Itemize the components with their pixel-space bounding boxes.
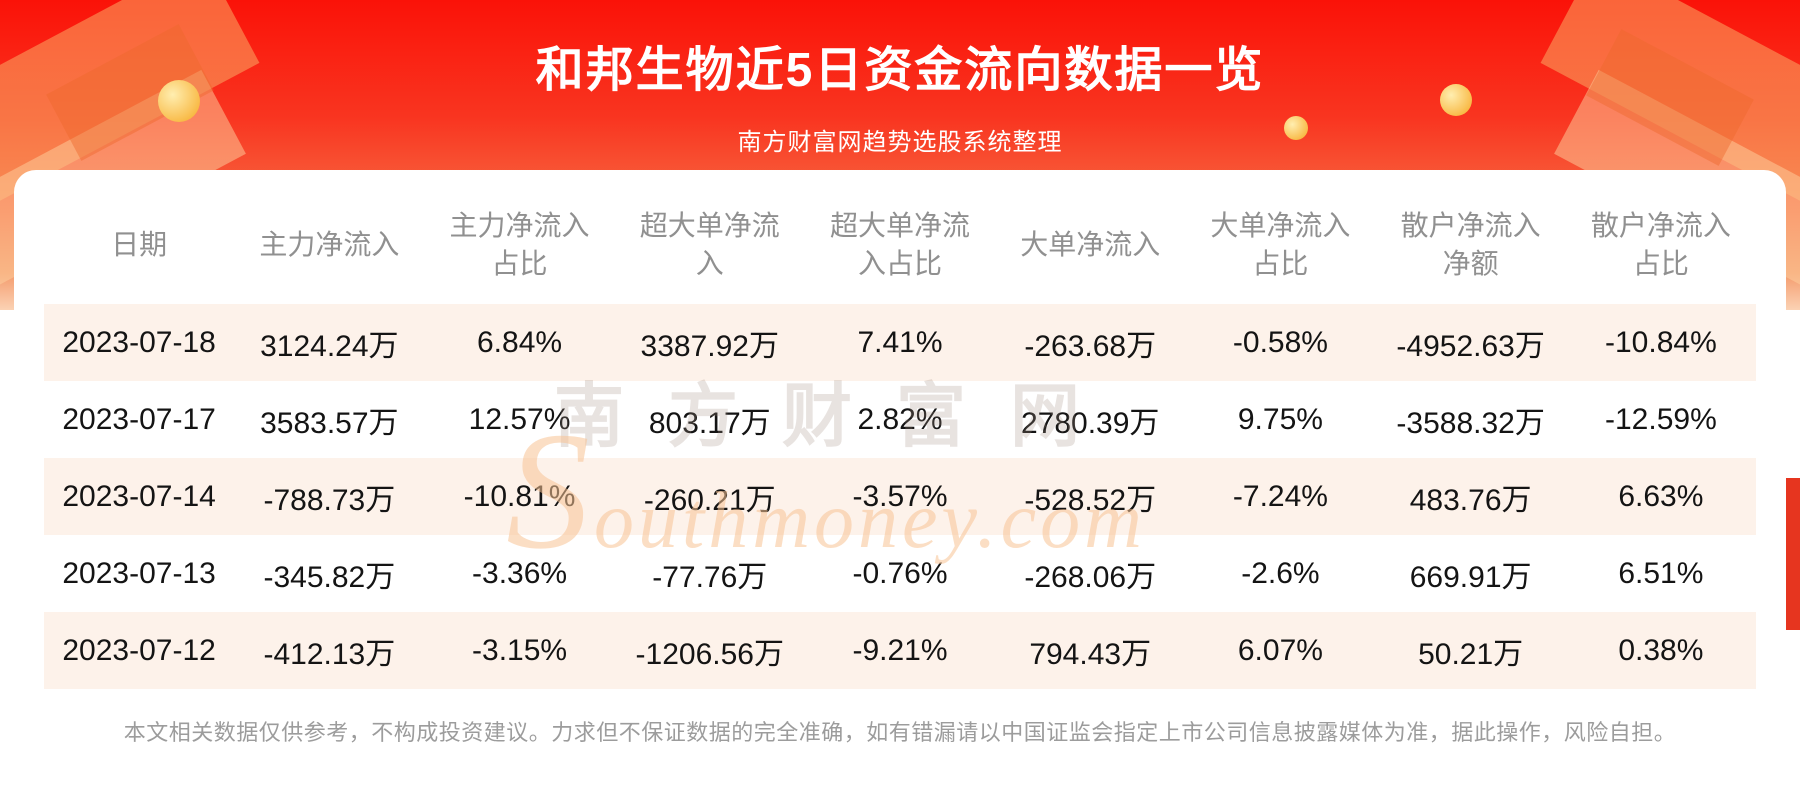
column-header: 散户净流入 净额 bbox=[1400, 210, 1541, 279]
column-header: 大单净流入 bbox=[1020, 229, 1161, 261]
table-row: 2023-07-13 -345.82万 -3.36% -77.76万 -0.76% -26… bbox=[44, 535, 1756, 612]
column-header: 主力净流入 占比 bbox=[449, 210, 590, 279]
table-cell: -3588.32万 bbox=[1396, 406, 1545, 440]
table-cell: -788.73万 bbox=[263, 483, 396, 517]
table-cell: 2.82% bbox=[857, 402, 943, 436]
table-cell: 50.21万 bbox=[1418, 637, 1524, 671]
table-row: 2023-07-14 -788.73万 -10.81% -260.21万 -3.57% -… bbox=[44, 458, 1756, 535]
column-header: 超大单净流 入 bbox=[639, 210, 780, 279]
table-cell: 12.57% bbox=[468, 402, 571, 436]
table-cell: 6.07% bbox=[1237, 633, 1323, 667]
table-cell: 9.75% bbox=[1237, 402, 1323, 436]
table-cell: -412.13万 bbox=[263, 637, 396, 671]
table-cell: 2023-07-13 bbox=[62, 556, 216, 590]
column-header: 日期 bbox=[111, 229, 168, 261]
table-cell: 6.63% bbox=[1618, 479, 1704, 513]
column-header: 散户净流入 占比 bbox=[1590, 210, 1731, 279]
table-cell: -10.81% bbox=[463, 479, 576, 513]
disclaimer-text: 本文相关数据仅供参考，不构成投资建议。力求但不保证数据的完全准确，如有错漏请以中… bbox=[123, 720, 1677, 745]
table-cell: 6.51% bbox=[1618, 556, 1704, 590]
table-cell: -260.21万 bbox=[643, 483, 776, 517]
side-ribbon-decoration bbox=[1786, 478, 1800, 630]
table-cell: -345.82万 bbox=[263, 560, 396, 594]
fund-flow-table: 日期 主力净流入 主力净流入 占比 超大单净流 入超大单净流 入占比 大单净流入 大单净流… bbox=[44, 186, 1756, 689]
table-row: 2023-07-18 3124.24万 6.84% 3387.92万 7.41% -263… bbox=[44, 304, 1756, 381]
table-cell: 483.76万 bbox=[1409, 483, 1532, 517]
table-cell: 3124.24万 bbox=[260, 329, 399, 363]
table-row: 2023-07-17 3583.57万 12.57% 803.17万 2.82% 2780… bbox=[44, 381, 1756, 458]
page-title: 和邦生物近5日资金流向数据一览 bbox=[535, 44, 1265, 97]
table-cell: 2023-07-14 bbox=[62, 479, 216, 513]
table-cell: -7.24% bbox=[1232, 479, 1328, 513]
table-cell: 2023-07-12 bbox=[62, 633, 216, 667]
table-cell: 2023-07-18 bbox=[62, 325, 216, 359]
table-row: 2023-07-12 -412.13万 -3.15% -1206.56万 -9.21% 7… bbox=[44, 612, 1756, 689]
gold-dot-decoration bbox=[1284, 116, 1308, 140]
table-cell: -268.06万 bbox=[1024, 560, 1157, 594]
table-cell: -9.21% bbox=[852, 633, 948, 667]
table-cell: 803.17万 bbox=[648, 406, 771, 440]
table-cell: -10.84% bbox=[1605, 325, 1717, 359]
table-cell: -528.52万 bbox=[1024, 483, 1157, 517]
table-cell: -3.57% bbox=[852, 479, 948, 513]
table-body: 2023-07-18 3124.24万 6.84% 3387.92万 7.41% -263… bbox=[44, 304, 1756, 689]
table-cell: -3.15% bbox=[472, 633, 568, 667]
table-cell: 7.41% bbox=[857, 325, 943, 359]
table-cell: -1206.56万 bbox=[635, 637, 784, 671]
table-cell: -3.36% bbox=[472, 556, 568, 590]
table-cell: 6.84% bbox=[477, 325, 563, 359]
table-cell: 3387.92万 bbox=[640, 329, 779, 363]
column-header: 超大单净流 入占比 bbox=[829, 210, 970, 279]
table-cell: -4952.63万 bbox=[1396, 329, 1545, 363]
table-cell: 669.91万 bbox=[1409, 560, 1532, 594]
table-cell: 3583.57万 bbox=[260, 406, 399, 440]
data-card: 日期 主力净流入 主力净流入 占比 超大单净流 入超大单净流 入占比 大单净流入 大单净流… bbox=[14, 170, 1786, 800]
page-subtitle: 南方财富网趋势选股系统整理 bbox=[737, 129, 1063, 156]
table-cell: 794.43万 bbox=[1029, 637, 1152, 671]
header-row: 日期 主力净流入 主力净流入 占比 超大单净流 入超大单净流 入占比 大单净流入 大单净流… bbox=[44, 186, 1756, 304]
table-cell: 2023-07-17 bbox=[62, 402, 216, 436]
table-cell: -0.58% bbox=[1232, 325, 1328, 359]
table-cell: -0.76% bbox=[852, 556, 948, 590]
table-cell: -77.76万 bbox=[652, 560, 768, 594]
gold-dot-decoration bbox=[1440, 84, 1472, 116]
column-header: 大单净流入 占比 bbox=[1210, 210, 1351, 279]
table-cell: -12.59% bbox=[1605, 402, 1717, 436]
table-cell: 0.38% bbox=[1618, 633, 1704, 667]
column-header: 主力净流入 bbox=[259, 229, 400, 261]
gold-dot-decoration bbox=[158, 80, 200, 122]
table-cell: -263.68万 bbox=[1024, 329, 1157, 363]
table-cell: 2780.39万 bbox=[1020, 406, 1160, 440]
table-cell: -2.6% bbox=[1241, 556, 1320, 590]
